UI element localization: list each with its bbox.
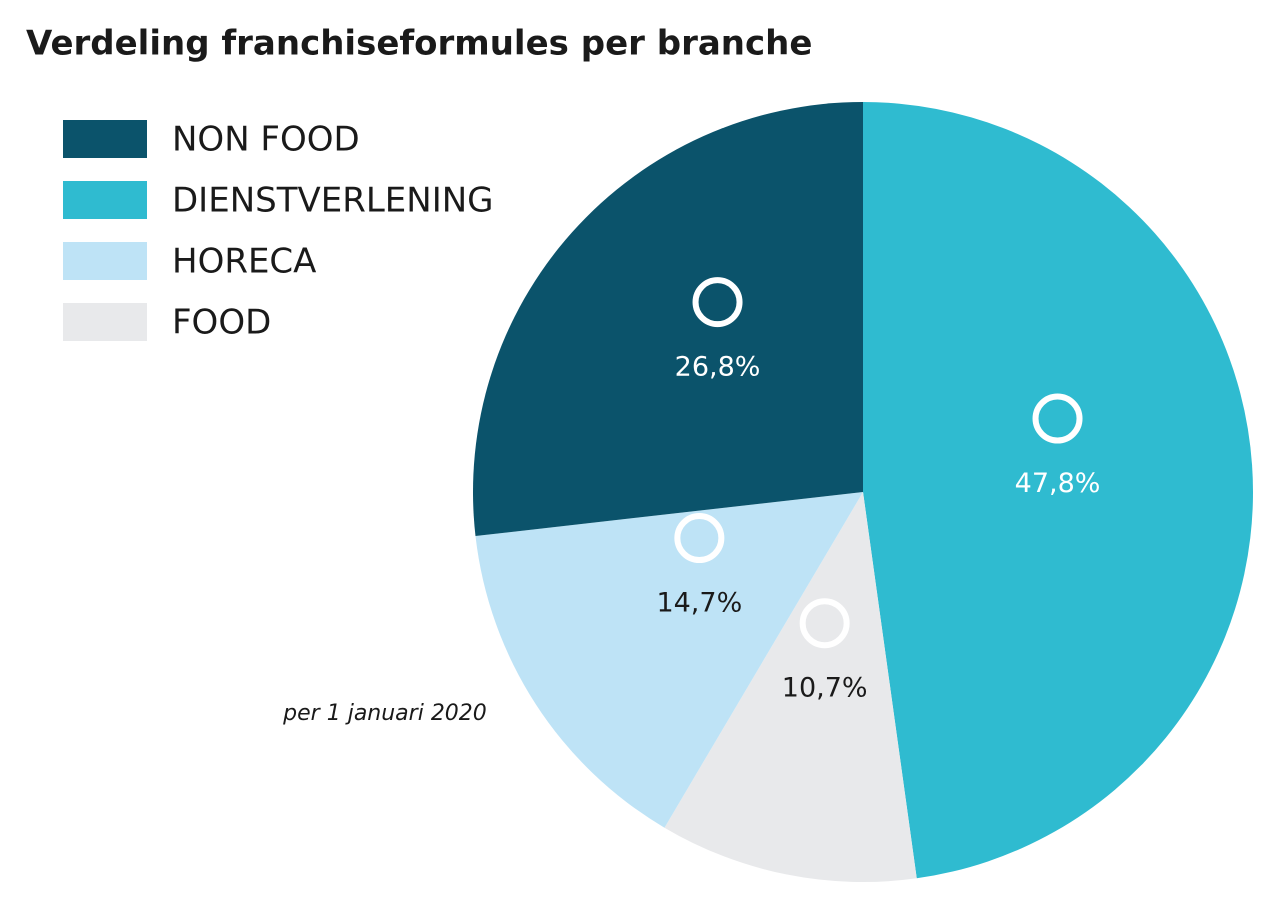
pie-slice <box>475 492 863 828</box>
legend-swatch <box>63 120 147 158</box>
legend-label: FOOD <box>172 303 271 343</box>
chart-title: Verdeling franchiseformules per branche <box>26 24 812 64</box>
legend-label: NON FOOD <box>172 120 360 160</box>
legend-label: DIENSTVERLENING <box>172 181 494 221</box>
slice-icon <box>1032 393 1083 444</box>
data-label: 14,7% <box>656 588 742 619</box>
slice-icon <box>674 513 725 564</box>
slice-icon <box>799 598 850 649</box>
data-label: 26,8% <box>675 352 761 383</box>
data-label: 10,7% <box>782 673 868 704</box>
legend-label: HORECA <box>172 242 316 282</box>
slice-icon <box>692 277 743 328</box>
legend-swatch <box>63 303 147 341</box>
subtitle: per 1 januari 2020 <box>282 701 487 726</box>
data-label: 47,8% <box>1015 468 1101 499</box>
pie-slice <box>473 102 863 537</box>
legend-swatch <box>63 181 147 219</box>
legend-swatch <box>63 242 147 280</box>
pie-slice <box>664 492 917 882</box>
pie-slice <box>863 102 1254 879</box>
